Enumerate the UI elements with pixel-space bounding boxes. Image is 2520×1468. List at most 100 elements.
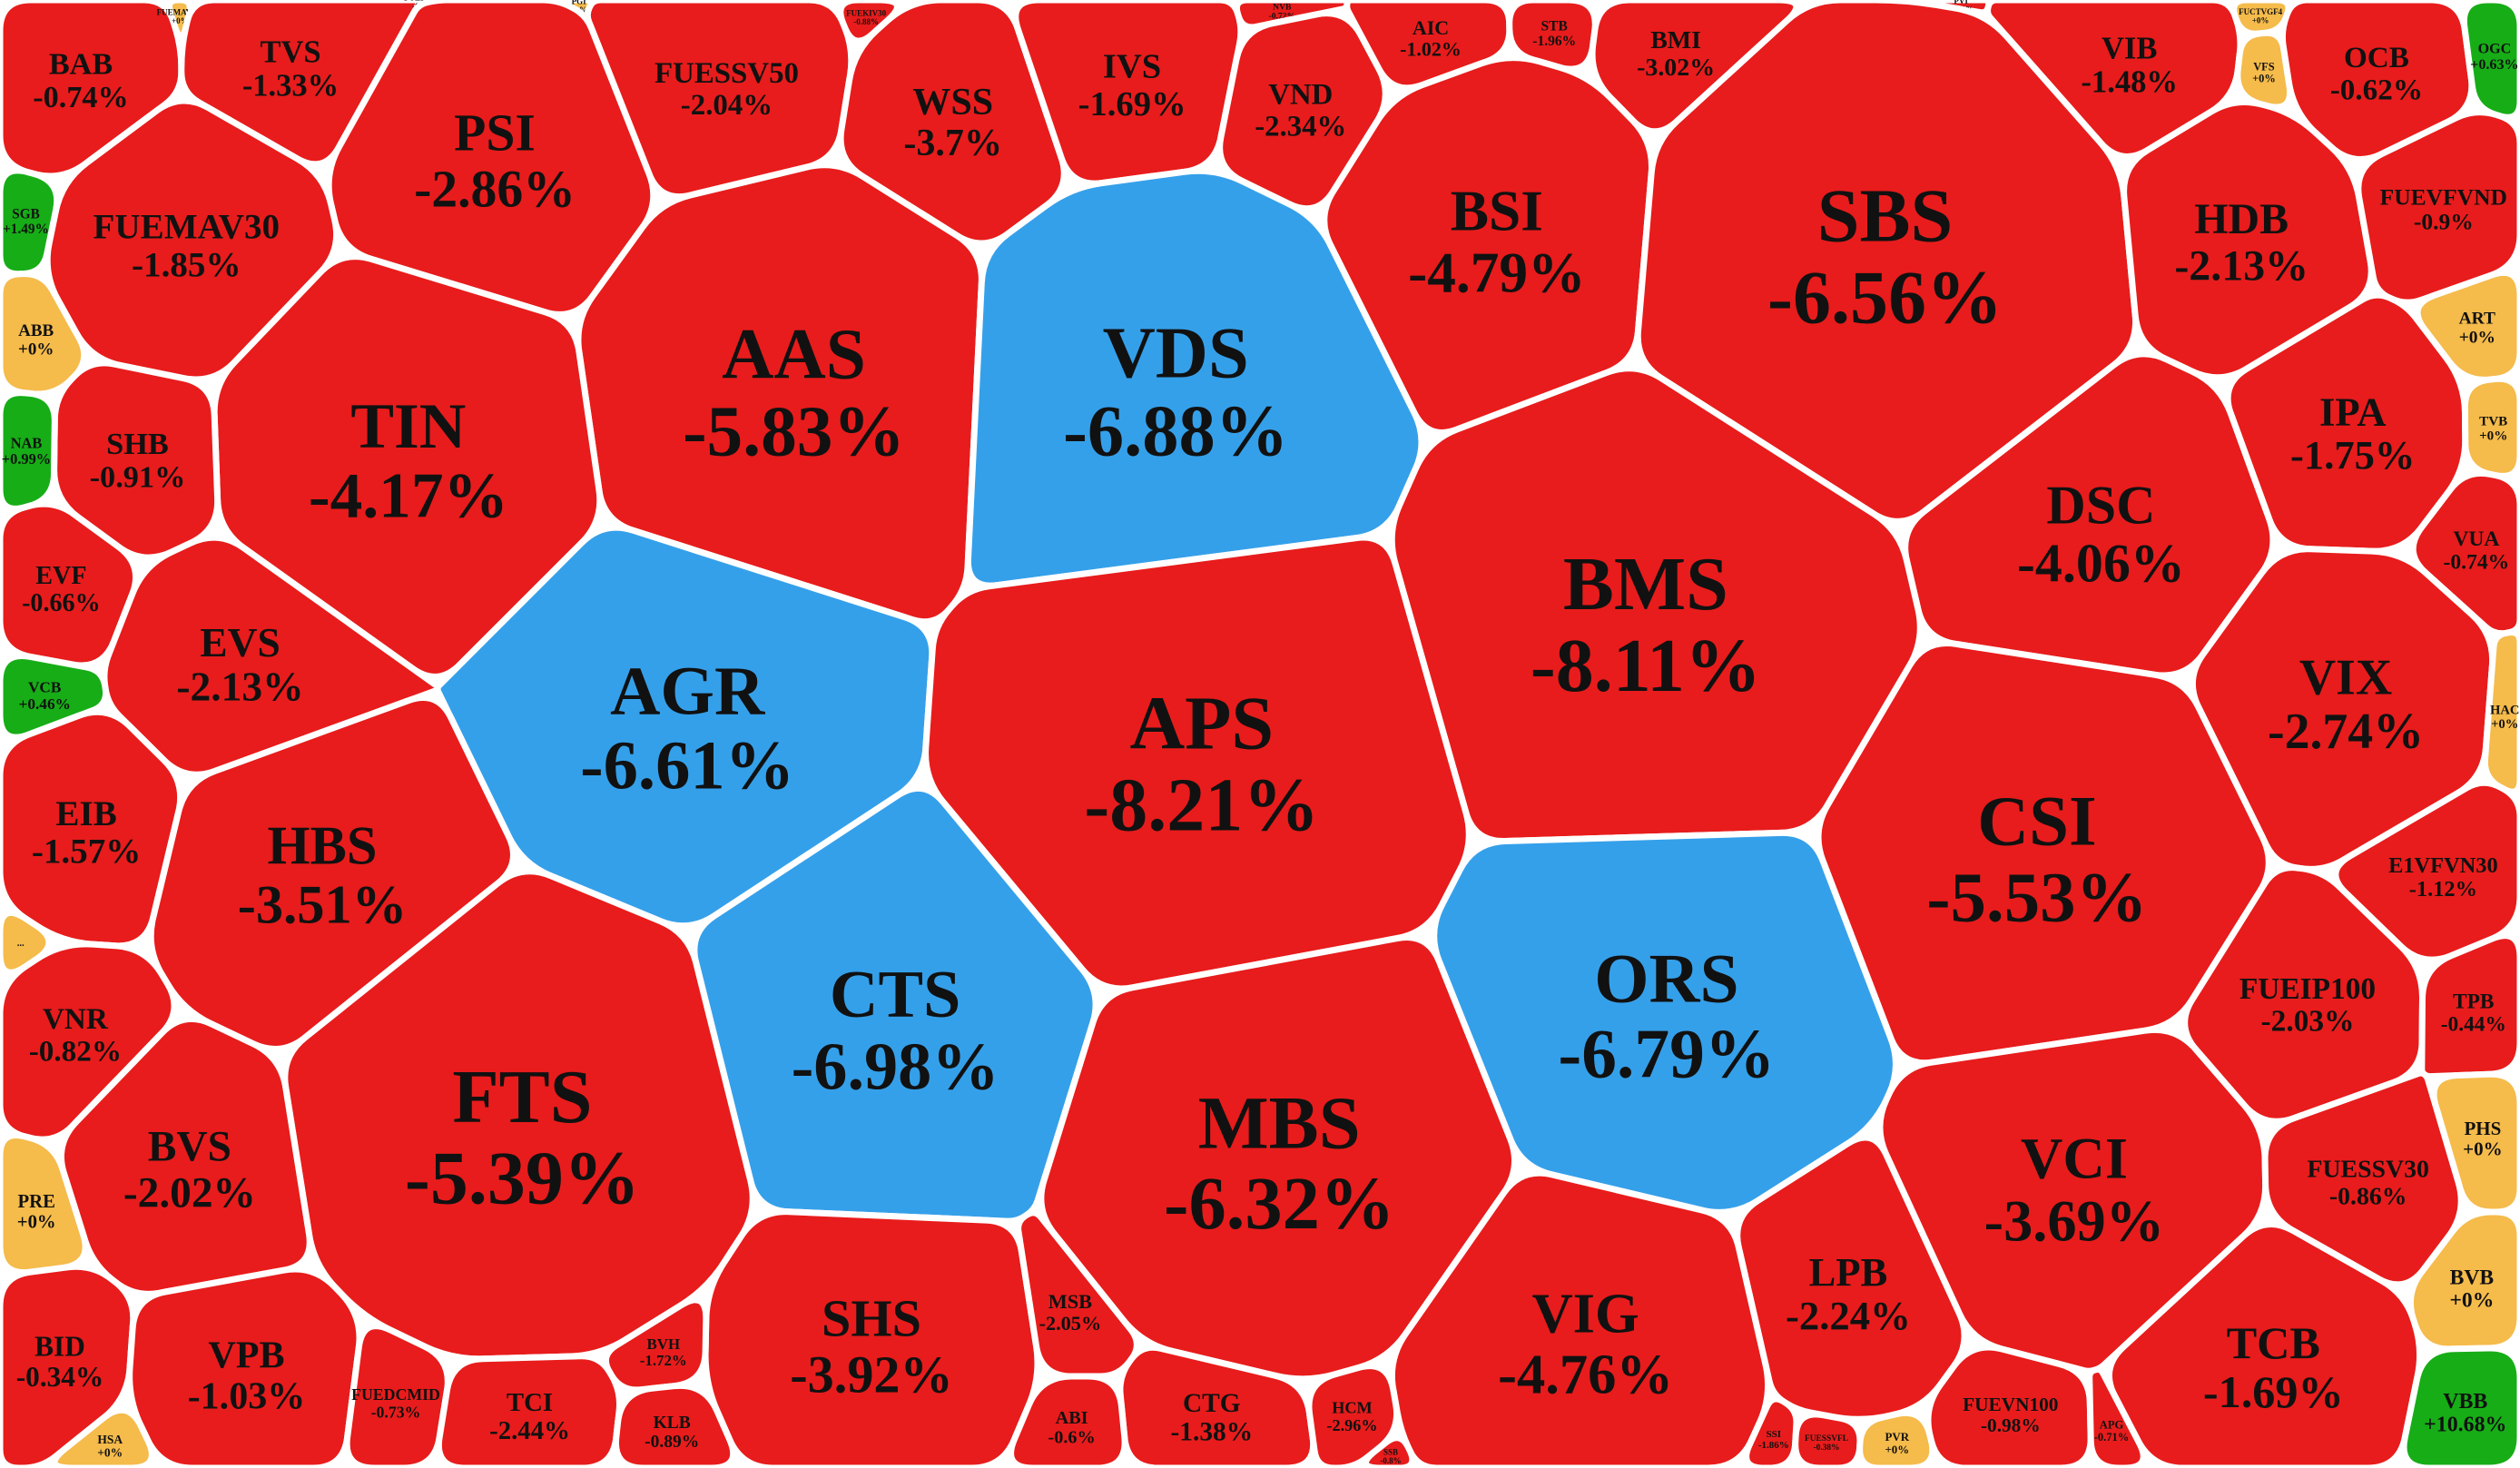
cell-ticker-label: AAS (722, 314, 866, 394)
cell-change-label: -6.79% (1558, 1015, 1775, 1093)
cell-ticker-label: ART (2459, 310, 2495, 329)
cell-change-label: -1.72% (640, 1352, 687, 1369)
stock-cell-shs[interactable]: SHS-3.92% (702, 1208, 1041, 1468)
cell-ticker-label: PVI (1954, 0, 1968, 5)
cell-change-label: -2.13% (2174, 241, 2308, 290)
stock-cell-hcm[interactable]: HCM-2.96% (1305, 1363, 1400, 1468)
cell-change-label: +0% (18, 340, 54, 359)
stock-cell-vig[interactable]: VIG-4.76% (1388, 1169, 1772, 1468)
cell-ticker-label: BID (34, 1331, 85, 1363)
stock-cell-psi[interactable]: PSI-2.86% (325, 0, 657, 318)
cell-change-label: -0.44% (2441, 1012, 2506, 1036)
cell-change-label: -3.69% (1984, 1189, 2165, 1254)
stock-cell-nab[interactable]: NAB+0.99% (0, 389, 58, 512)
stock-cell-tci[interactable]: TCI-2.44% (435, 1353, 623, 1468)
stock-cell-eib[interactable]: EIB-1.57% (0, 708, 184, 950)
stock-cell-fuemav30[interactable]: FUEMAV30-1.85% (44, 97, 340, 383)
stock-cell-tvb[interactable]: TVB+0% (2461, 375, 2520, 479)
cell-ticker-label: EVS (200, 619, 281, 665)
stock-cell-hbs[interactable]: HBS-3.51% (147, 695, 517, 1053)
cell-ticker-label: APS (1129, 682, 1274, 766)
cell-shape (343, 1323, 451, 1468)
stock-cell-vpb[interactable]: VPB-1.03% (126, 1266, 363, 1468)
stock-cell-fueip100[interactable]: FUEIP100-2.03% (2181, 864, 2426, 1125)
cell-shape (0, 167, 61, 278)
cell-change-label: -2.24% (1786, 1293, 1911, 1338)
cell-change-label: +0% (2449, 1289, 2494, 1313)
cell-change-label: -1.02% (1400, 38, 1462, 61)
cell-change-label: -1.85% (132, 245, 241, 284)
cell-change-label: -6.88% (1063, 391, 1288, 472)
stock-cell-ogc[interactable]: OGC+0.63% (2460, 0, 2520, 121)
cell-change-label: +0.46% (19, 695, 71, 713)
stock-cell-vcb[interactable]: VCB+0.46% (0, 653, 110, 741)
cell-change-label: -2.04% (681, 89, 773, 122)
cell-ticker-label: MBS (1198, 1081, 1361, 1165)
stock-cell-wss[interactable]: WSS-3.7% (837, 0, 1068, 247)
cell-change-label: -2.03% (2261, 1005, 2355, 1039)
cell-shape (281, 868, 756, 1363)
cell-ticker-label: FUEMAV30 (94, 208, 281, 247)
stock-cell-evf[interactable]: EVF-0.66% (0, 500, 139, 669)
cell-change-label: +0% (2463, 1138, 2502, 1159)
cell-change-label: +0% (2479, 429, 2507, 444)
cell-ticker-label: NVB (1273, 2, 1292, 12)
stock-cell-klb[interactable]: KLB-0.89% (612, 1382, 737, 1468)
stock-cell-fuevfvnd[interactable]: FUEVFVND-0.9% (2355, 109, 2520, 306)
cell-ticker-label: SHB (106, 427, 169, 461)
stock-cell-abi[interactable]: ABI-0.6% (1008, 1373, 1128, 1468)
stock-cell-vds[interactable]: VDS-6.88% (964, 167, 1425, 589)
stock-cell-vbb[interactable]: VBB+10.68% (2400, 1345, 2520, 1468)
stock-cell-tpb[interactable]: TPB-0.44% (2418, 932, 2520, 1080)
cell-change-label: -1.12% (2409, 877, 2477, 901)
cell-change-label: -3.7% (903, 122, 1002, 164)
cell-ticker-label: PRE (18, 1192, 55, 1212)
stock-cell-msb[interactable]: MSB-2.05% (1015, 1209, 1140, 1380)
stock-cell-aas[interactable]: AAS-5.83% (575, 162, 985, 626)
stock-cell-fuessvfl[interactable]: FUESSVFL-0.38% (1792, 1411, 1864, 1468)
stock-cell-fts[interactable]: FTS-5.39% (281, 868, 756, 1363)
stock-cell-fuekiv30[interactable]: FUEKIV30-0.88% (837, 0, 901, 44)
stock-cell-ssi[interactable]: SSI-1.86% (1743, 1395, 1800, 1468)
cell-ticker-label: TPB (2453, 990, 2495, 1013)
stock-cell-hac[interactable]: HAC+0% (2481, 629, 2520, 795)
stock-cell-fuevn100[interactable]: FUEVN100-0.98% (1924, 1344, 2094, 1468)
cell-ticker-label: STB (1541, 18, 1568, 34)
stock-cell-sgb[interactable]: SGB+1.49% (0, 167, 61, 278)
cell-change-label: -1.69% (1078, 85, 1186, 123)
stock-cell-fuessv50[interactable]: FUESSV50-2.04% (584, 0, 855, 201)
stock-cell-fuedcmid[interactable]: FUEDCMID-0.73% (343, 1323, 451, 1468)
cell-change-label: -1.86% (1758, 1440, 1789, 1451)
stock-cell-vix[interactable]: VIX-2.74% (2189, 546, 2496, 872)
stock-cell-ssb[interactable]: SSB-0.8% (1363, 1434, 1416, 1468)
stock-cell-ctg[interactable]: CTG-1.38% (1117, 1344, 1317, 1468)
stock-cell-e1vfvn30[interactable]: E1VFVN30-1.12% (2332, 779, 2520, 963)
cell-ticker-label: NAB (11, 435, 43, 452)
cell-change-label: -1.03% (188, 1375, 306, 1418)
cell-shape (1792, 1411, 1864, 1468)
cell-change-label: -0.88% (853, 17, 879, 26)
cell-shape (0, 389, 58, 512)
stock-cell-vci[interactable]: VCI-3.69% (1876, 1026, 2269, 1374)
stock-cell-sbs[interactable]: SBS-6.56% (1634, 0, 2140, 525)
cell-ticker-label: ORS (1594, 940, 1738, 1018)
stock-cell-hsa[interactable]: HSA+0% (51, 1406, 155, 1468)
cell-ticker-label: ABI (1056, 1408, 1088, 1428)
cell-ticker-label: FUESSV30 (2308, 1156, 2429, 1184)
cell-change-label: -2.86% (414, 161, 576, 218)
cell-change-label: -4.79% (1408, 241, 1585, 304)
cell-change-label: +0% (2252, 73, 2276, 85)
stock-cell-stb[interactable]: STB-1.96% (1506, 0, 1599, 73)
cell-ticker-label: AGR (610, 653, 765, 730)
stock-cell-bvh[interactable]: BVH-1.72% (603, 1296, 710, 1394)
stock-cell-fuessv30[interactable]: FUESSV30-0.86% (2261, 1069, 2465, 1288)
stock-cell-pre[interactable]: PRE+0% (0, 1132, 89, 1276)
stock-cell-pvr[interactable]: PVR+0% (1856, 1410, 1936, 1468)
cell-change-label: -2.74% (2268, 704, 2424, 760)
stock-cell-apg[interactable]: APG-0.71% (2086, 1365, 2147, 1468)
cell-change-label: -2.34% (1255, 111, 1346, 143)
stock-cell-tcb[interactable]: TCB-1.69% (2105, 1220, 2424, 1468)
stock-cell-vfs[interactable]: VFS+0% (2234, 29, 2294, 111)
cell-change-label: -0.62% (2330, 74, 2423, 107)
stock-cell-tin[interactable]: TIN-4.17% (211, 253, 604, 680)
